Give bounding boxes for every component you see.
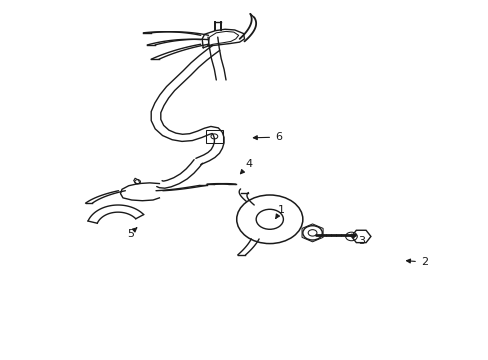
Bar: [205, 130, 223, 143]
Text: 1: 1: [275, 205, 284, 219]
Text: 4: 4: [240, 159, 252, 174]
Text: 5: 5: [126, 228, 137, 239]
Text: 3: 3: [351, 234, 364, 246]
Text: 2: 2: [406, 257, 427, 267]
Text: 6: 6: [253, 132, 282, 142]
